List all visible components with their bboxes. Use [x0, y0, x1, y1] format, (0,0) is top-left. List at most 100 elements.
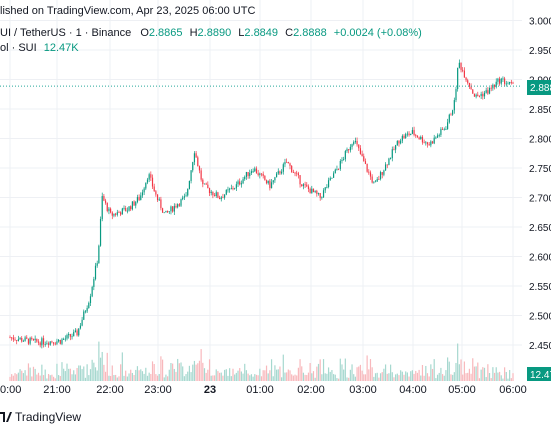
- volume-bar: [363, 374, 365, 381]
- candle-body: [477, 94, 479, 96]
- volume-bar: [368, 369, 370, 381]
- high-value: 2.8890: [197, 27, 232, 39]
- volume-bar: [232, 368, 234, 381]
- volume-bar: [208, 359, 211, 381]
- candle-body: [483, 92, 486, 97]
- candle-body: [458, 62, 460, 68]
- volume-bar: [73, 370, 75, 381]
- candle-body: [150, 174, 152, 178]
- volume-bar: [187, 371, 189, 381]
- volume-bar: [468, 368, 471, 381]
- volume-bar: [160, 356, 162, 381]
- volume-bar: [416, 372, 419, 381]
- candle-body: [66, 335, 68, 339]
- time-axis[interactable]: 0:00 21:00 22:00 23:00 23 01:00 02:00 03:00 04:0…: [0, 384, 527, 396]
- candle-body: [175, 205, 177, 208]
- volume-bar: [264, 370, 266, 381]
- candle-body: [161, 208, 164, 213]
- candle-body: [123, 208, 125, 209]
- candle-body: [63, 339, 65, 340]
- candle-body: [21, 338, 23, 342]
- candle-body: [302, 184, 305, 187]
- candle-body: [115, 213, 117, 215]
- volume-bar: [500, 375, 502, 381]
- volume-bar: [411, 370, 413, 381]
- volume-bar: [46, 378, 48, 381]
- volume-bar: [353, 374, 355, 381]
- candle-body: [79, 325, 82, 329]
- candle-body: [441, 128, 444, 130]
- volume-bar: [68, 368, 70, 381]
- candle-body: [307, 186, 310, 189]
- candle-body: [462, 69, 464, 71]
- volume-bar: [47, 373, 50, 381]
- volume-bar: [178, 363, 180, 381]
- volume-bar: [106, 352, 108, 381]
- volume-bar: [267, 373, 269, 381]
- volume-bar: [49, 375, 51, 381]
- volume-bar: [492, 367, 494, 381]
- candle-body: [61, 339, 63, 344]
- time-tick-label: 06:00: [499, 384, 527, 396]
- volume-bar: [314, 377, 316, 381]
- price-axis[interactable]: 3.0002.9502.9002.8502.8002.7502.7002.650…: [529, 17, 551, 353]
- volume-bar: [148, 372, 150, 381]
- low-value: 2.8849: [244, 27, 279, 39]
- volume-bar: [462, 374, 464, 381]
- close-label: C: [285, 27, 294, 39]
- volume-bar: [27, 363, 30, 381]
- volume-bar: [475, 366, 477, 381]
- candle-body: [244, 176, 246, 180]
- volume-bar: [287, 369, 289, 381]
- candle-body: [378, 179, 380, 180]
- candle-body: [500, 78, 502, 84]
- candle-body: [453, 100, 455, 111]
- candle-body: [193, 153, 196, 163]
- candle-body: [341, 159, 343, 161]
- candle-body: [239, 181, 241, 185]
- candle-body: [167, 210, 169, 213]
- candle-body: [51, 341, 53, 343]
- volume-bar: [121, 352, 123, 381]
- candle-body: [155, 191, 157, 195]
- candle-body: [165, 210, 167, 213]
- candle-body: [490, 87, 492, 89]
- volume-bar: [450, 374, 452, 381]
- volume-bar: [104, 371, 107, 381]
- volume-bar: [371, 367, 373, 381]
- candle-body: [89, 296, 92, 303]
- volume-bar: [235, 372, 237, 381]
- candle-body: [487, 90, 489, 94]
- candle-body: [495, 81, 497, 87]
- volume-bar: [110, 376, 112, 381]
- candle-body: [202, 179, 204, 185]
- volume-bar: [307, 372, 310, 381]
- candle-body: [430, 141, 432, 146]
- candle-body: [426, 142, 429, 145]
- volume-bar: [428, 376, 430, 381]
- volume-bar: [393, 377, 395, 381]
- candle-body: [369, 172, 372, 177]
- price-tick-label: 2.450: [529, 341, 551, 352]
- volume-bar: [490, 378, 492, 381]
- volume-bar: [69, 368, 71, 381]
- candle-body: [301, 184, 303, 187]
- candle-body: [145, 182, 147, 189]
- volume-bar: [316, 366, 318, 381]
- candle-body: [108, 208, 110, 212]
- volume-bar: [277, 369, 279, 381]
- volume-bar: [304, 374, 306, 381]
- candle-body: [371, 176, 373, 183]
- volume-bar: [455, 362, 457, 381]
- volume-bar: [146, 375, 149, 381]
- candle-body: [279, 171, 281, 174]
- volume-bar: [143, 373, 145, 381]
- candle-body: [260, 173, 263, 175]
- candle-body: [334, 169, 336, 174]
- candle-body: [396, 140, 398, 146]
- volume-bar: [349, 369, 351, 381]
- volume-bar: [84, 377, 87, 381]
- candle-body: [47, 343, 50, 345]
- candle-body: [507, 83, 509, 85]
